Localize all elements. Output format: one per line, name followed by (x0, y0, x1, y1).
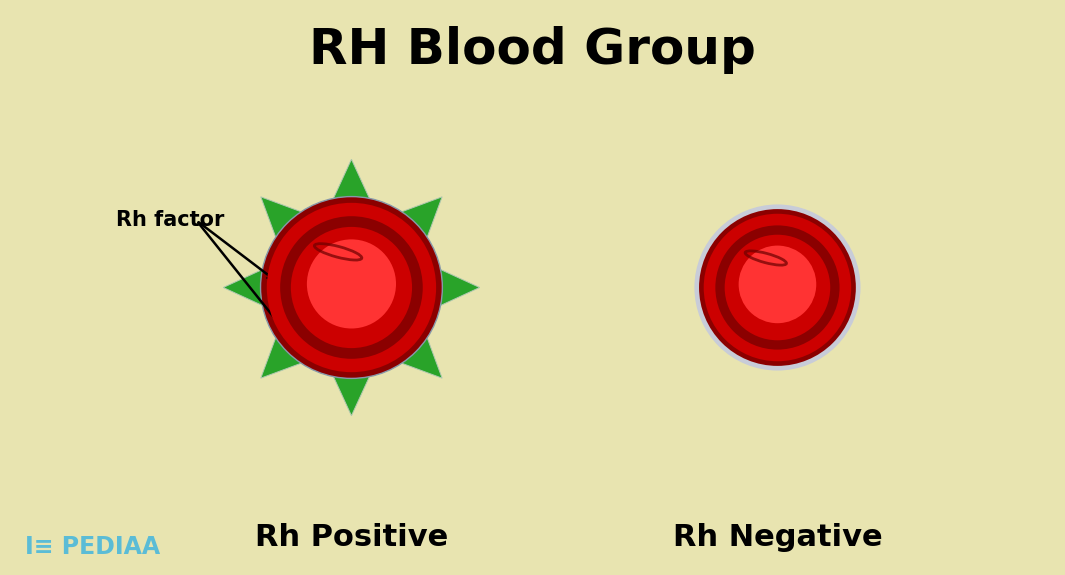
Polygon shape (327, 159, 376, 212)
Text: I≡ PEDIAA: I≡ PEDIAA (24, 535, 160, 559)
Text: Rh Positive: Rh Positive (255, 523, 448, 551)
Polygon shape (261, 324, 315, 378)
Polygon shape (224, 263, 276, 312)
Circle shape (694, 205, 861, 370)
Circle shape (266, 203, 437, 372)
Circle shape (261, 197, 442, 378)
Polygon shape (388, 324, 442, 378)
Text: RH Blood Group: RH Blood Group (309, 26, 756, 74)
Circle shape (280, 216, 423, 359)
Polygon shape (261, 197, 315, 251)
Polygon shape (388, 197, 442, 251)
Circle shape (716, 225, 839, 350)
Circle shape (699, 209, 856, 366)
Text: Rh factor: Rh factor (116, 210, 225, 231)
Circle shape (724, 235, 831, 340)
Circle shape (704, 214, 851, 361)
Text: Rh Negative: Rh Negative (673, 523, 882, 551)
Circle shape (291, 227, 412, 348)
Circle shape (307, 239, 396, 328)
Polygon shape (327, 363, 376, 416)
Circle shape (739, 246, 816, 323)
Polygon shape (427, 263, 479, 312)
